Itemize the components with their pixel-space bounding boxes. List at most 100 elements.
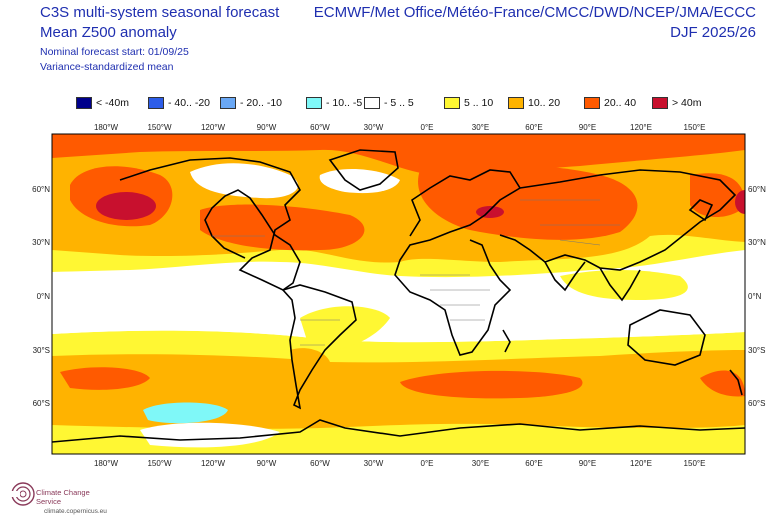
legend-swatch (76, 97, 92, 109)
longitude-label: 30°E (472, 459, 489, 468)
season-label: DJF 2025/26 (670, 24, 756, 41)
longitude-label: 0°E (421, 459, 434, 468)
south-america-coast (281, 284, 357, 410)
longitude-label: 90°E (579, 123, 596, 132)
longitude-label: 150°E (684, 123, 706, 132)
latitude-label: 30°N (32, 238, 50, 247)
legend-label: 10.. 20 (528, 97, 561, 109)
longitude-label: 60°E (525, 459, 542, 468)
legend-label: < -40m (96, 97, 129, 109)
chart-variable: Mean Z500 anomaly (40, 24, 177, 41)
legend-item: - 10.. -5 (306, 96, 362, 110)
longitude-label: 120°E (630, 459, 652, 468)
anomaly-field (52, 134, 745, 454)
legend-swatch (220, 97, 236, 109)
latitude-label: 60°N (32, 185, 50, 194)
map-frame (51, 133, 746, 455)
latitude-labels-left: 60°N 30°N 0°N 30°S 60°S (32, 185, 50, 408)
sh-red-atlantic (400, 370, 583, 399)
legend-item: 20.. 40 (584, 96, 636, 110)
legend-swatch (652, 97, 668, 109)
legend-label: - 40.. -20 (168, 97, 211, 109)
nh-darkred-pacific (96, 192, 156, 220)
legend-item: - 40.. -20 (148, 96, 210, 110)
longitude-label: 150°W (147, 123, 172, 132)
country-borders (212, 199, 620, 346)
longitude-labels-bottom: 180°W 150°W 120°W 90°W 60°W 30°W 0°E 30°E 60°E 90… (94, 459, 706, 468)
sh-cyan-pacific (143, 402, 228, 424)
legend-swatch (444, 97, 460, 109)
north-america-coast (119, 157, 301, 291)
sh-red-pacific (60, 367, 150, 390)
greenland-coast (328, 149, 399, 191)
latitude-label: 60°N (748, 185, 766, 194)
latitude-label: 0°N (37, 292, 51, 301)
copernicus-logo (8, 482, 35, 506)
legend-label: - 5 .. 5 (384, 97, 414, 109)
legend-label: - 20.. -10 (240, 97, 283, 109)
southeast-asia (599, 267, 641, 302)
nh-white-atlantic (319, 168, 400, 194)
legend-swatch (148, 97, 164, 109)
mean-type: Variance-standardized mean (40, 61, 174, 73)
longitude-label: 90°W (257, 459, 277, 468)
legend-swatch (364, 97, 380, 109)
sh-white-pocket (140, 422, 280, 448)
longitude-labels-top: 180°W 150°W 120°W 90°W 60°W 30°W 0°E 30°E 60°E 90… (94, 123, 706, 132)
sh-orange-southamerica (290, 348, 330, 373)
latitude-label: 0°N (748, 292, 762, 301)
nh-yellow-indo (560, 270, 688, 300)
nh-white-subtropics (52, 262, 745, 300)
legend-label: - 10.. -5 (326, 97, 363, 109)
legend-label: > 40m (672, 97, 702, 109)
sh-yellow-southatlantic (300, 306, 390, 351)
nh-red-band-north (52, 134, 745, 176)
legend-item: - 20.. -10 (220, 96, 282, 110)
antarctica-coast (52, 419, 745, 443)
latitude-label: 30°N (748, 238, 766, 247)
new-zealand (729, 369, 743, 396)
logo-cut (8, 491, 20, 497)
nh-darkred-europe (476, 206, 504, 218)
legend-swatch (584, 97, 600, 109)
longitude-label: 60°W (310, 123, 330, 132)
longitude-label: 60°E (525, 123, 542, 132)
latitude-labels-right: 60°N 30°N 0°N 30°S 60°S (748, 185, 766, 408)
sh-red-east (700, 370, 745, 397)
nh-red-region-atlantic (200, 204, 365, 251)
legend-item: < -40m (76, 96, 129, 110)
coastlines (52, 149, 745, 443)
latitude-label: 60°S (748, 399, 765, 408)
longitude-label: 30°W (364, 123, 384, 132)
longitude-label: 90°W (257, 123, 277, 132)
longitude-label: 0°E (421, 123, 434, 132)
latitude-label: 60°S (33, 399, 50, 408)
longitude-label: 150°E (684, 459, 706, 468)
legend-item: 5 .. 10 (444, 96, 493, 110)
legend-label: 5 .. 10 (464, 97, 494, 109)
legend-item: > 40m (652, 96, 701, 110)
longitude-label: 60°W (310, 459, 330, 468)
logo-circle-inner (19, 490, 27, 498)
longitude-label: 90°E (579, 459, 596, 468)
latitude-label: 30°S (748, 346, 765, 355)
longitude-label: 120°E (630, 123, 652, 132)
legend-item: - 5 .. 5 (364, 96, 414, 110)
nh-darkred-east (735, 190, 745, 214)
nh-red-region-eastern (690, 173, 745, 218)
forecast-start: Nominal forecast start: 01/09/25 (40, 46, 189, 58)
systems-list: ECMWF/Met Office/Météo-France/CMCC/DWD/N… (313, 4, 756, 21)
longitude-label: 150°W (147, 459, 172, 468)
europe-africa-coast (394, 169, 522, 356)
longitude-label: 30°W (364, 459, 384, 468)
longitude-label: 120°W (201, 459, 226, 468)
nh-white-arctic (190, 163, 299, 199)
australia-coast (627, 309, 706, 366)
logo-url: climate.copernicus.eu (44, 508, 107, 515)
longitude-label: 180°W (94, 459, 119, 468)
longitude-label: 180°W (94, 123, 119, 132)
legend-label: 20.. 40 (604, 97, 637, 109)
asia-coast (499, 169, 737, 271)
longitude-label: 30°E (472, 123, 489, 132)
